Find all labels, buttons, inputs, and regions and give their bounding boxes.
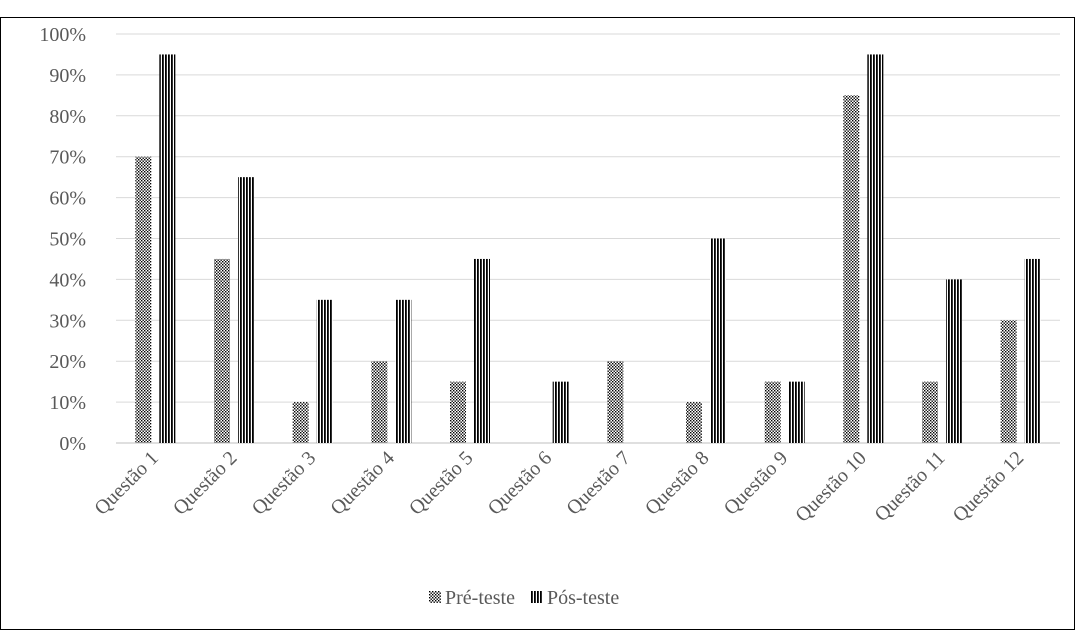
y-tick-label: 60% [49, 188, 86, 210]
bar-pos-teste [238, 177, 254, 443]
y-tick-label: 10% [49, 392, 86, 414]
bar-pre-teste [1000, 320, 1017, 443]
y-tick-label: 80% [49, 106, 86, 128]
x-tick-label: Questão 11 [870, 447, 949, 526]
x-tick-label: Questão 7 [562, 447, 635, 520]
bar-pre-teste [686, 402, 702, 443]
y-tick-label: 90% [49, 65, 86, 87]
x-tick-label: Questão 10 [791, 447, 871, 527]
bar-pos-teste [159, 54, 176, 443]
x-tick-label: Questão 3 [248, 447, 321, 520]
bar-pos-teste [474, 258, 490, 443]
y-tick-label: 70% [49, 147, 86, 169]
y-tick-label: 20% [49, 351, 86, 373]
bar-pre-teste [922, 381, 938, 443]
bar-pos-teste [552, 381, 569, 443]
legend: Pré-teste Pós-teste [429, 587, 619, 609]
bar-pre-teste [292, 402, 309, 443]
bar-pos-teste [316, 299, 333, 443]
x-tick-label: Questão 5 [405, 447, 478, 520]
bar-pos-teste [710, 238, 726, 443]
bar-pos-teste [867, 54, 884, 443]
bars [135, 54, 1041, 443]
bar-pos-teste [946, 279, 962, 443]
bar-pre-teste [607, 361, 624, 443]
x-tick-label: Questão 6 [484, 447, 557, 520]
y-tick-label: 100% [39, 24, 86, 46]
legend-swatch-pre-teste [429, 591, 441, 603]
x-tick-label: Questão 1 [90, 447, 163, 520]
y-tick-label: 40% [49, 269, 86, 291]
x-axis: Questão 1 Questão 2 Questão 3 Questão 4 Ques… [90, 447, 1028, 527]
bar-pre-teste [450, 381, 466, 443]
legend-label: Pós-teste [547, 587, 619, 609]
bar-pre-teste [214, 258, 230, 443]
chart-frame [0, 17, 1075, 630]
y-tick-label: 30% [49, 310, 86, 332]
bar-pos-teste [1024, 258, 1041, 443]
gridlines [116, 33, 1060, 444]
y-tick-label: 50% [49, 229, 86, 251]
bar-pos-teste [395, 299, 412, 443]
x-tick-label: Questão 4 [326, 447, 399, 520]
bar-pos-teste [788, 381, 805, 443]
y-axis: 0% 10% 20% 30% 40% 50% 60% 70% 80% 90% 100% [39, 24, 86, 455]
x-tick-label: Questão 2 [169, 447, 242, 520]
bar-pre-teste [843, 95, 860, 443]
legend-label: Pré-teste [445, 587, 515, 609]
bar-pre-teste [371, 361, 388, 443]
x-tick-label: Questão 9 [720, 447, 793, 520]
x-tick-label: Questão 8 [641, 447, 714, 520]
y-tick-label: 0% [59, 433, 86, 455]
bar-pre-teste [135, 156, 152, 443]
x-tick-label: Questão 12 [949, 447, 1029, 527]
bar-pre-teste [764, 381, 781, 443]
legend-swatch-pos-teste [530, 591, 543, 603]
